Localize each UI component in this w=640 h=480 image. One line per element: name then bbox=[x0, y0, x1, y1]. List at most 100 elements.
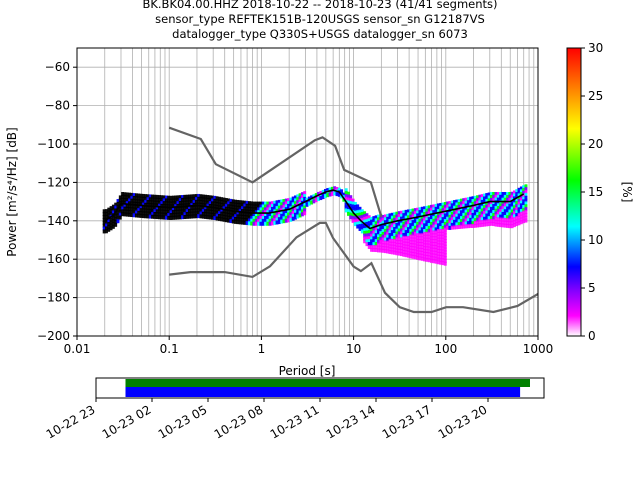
heatmap-cell bbox=[425, 243, 429, 248]
heatmap-cell bbox=[448, 214, 452, 219]
heatmap-cell bbox=[363, 219, 367, 224]
heatmap-cell bbox=[459, 221, 463, 226]
heatmap-cell bbox=[151, 208, 155, 213]
heatmap-cell bbox=[471, 221, 475, 226]
heatmap-cell bbox=[211, 207, 214, 212]
heatmap-cell bbox=[365, 221, 369, 226]
heatmap-cell bbox=[409, 228, 413, 233]
heatmap-cell bbox=[386, 225, 390, 230]
heatmap-cell bbox=[229, 219, 233, 224]
heatmap-cell bbox=[432, 247, 436, 252]
heatmap-cell bbox=[254, 210, 258, 215]
heatmap-cell bbox=[443, 213, 447, 218]
heatmap-cell bbox=[430, 213, 433, 218]
heatmap-cell bbox=[280, 199, 284, 204]
heatmap-cell bbox=[487, 222, 491, 227]
heatmap-cell bbox=[187, 206, 191, 211]
heatmap-cell bbox=[310, 197, 314, 202]
heatmap-cell bbox=[388, 221, 392, 226]
heatmap-cell bbox=[383, 214, 387, 219]
heatmap-cell bbox=[153, 206, 157, 211]
heatmap-cell bbox=[169, 195, 173, 200]
x-tick-label: 1000 bbox=[523, 342, 554, 356]
heatmap-cell bbox=[432, 233, 436, 238]
heatmap-cell bbox=[522, 185, 526, 190]
y-tick-label: −140 bbox=[37, 214, 70, 228]
heatmap-cell bbox=[473, 215, 477, 220]
heatmap-cell bbox=[347, 206, 350, 211]
heatmap-cell bbox=[287, 209, 291, 214]
heatmap-cell bbox=[506, 200, 509, 205]
heatmap-cell bbox=[162, 206, 166, 211]
heatmap-cell bbox=[400, 216, 403, 221]
heatmap-cell bbox=[370, 244, 373, 249]
heatmap-cell bbox=[367, 221, 371, 226]
heatmap-cell bbox=[277, 211, 281, 216]
heatmap-cell bbox=[524, 192, 528, 197]
heatmap-cell bbox=[411, 237, 415, 242]
heatmap-cell bbox=[457, 202, 461, 207]
heatmap-cell bbox=[430, 253, 433, 258]
heatmap-cell bbox=[187, 197, 191, 202]
heatmap-cell bbox=[453, 214, 456, 219]
heatmap-cell bbox=[413, 208, 417, 213]
heatmap-cell bbox=[125, 212, 129, 217]
heatmap-cell bbox=[123, 203, 127, 208]
heatmap-cell bbox=[185, 209, 189, 214]
heatmap-cell bbox=[241, 214, 244, 219]
heatmap-cell bbox=[238, 203, 242, 208]
heatmap-cell bbox=[494, 219, 498, 224]
heatmap-cell bbox=[128, 192, 131, 197]
heatmap-cell bbox=[125, 195, 129, 200]
heatmap-cell bbox=[141, 193, 145, 198]
heatmap-cell bbox=[427, 246, 431, 251]
heatmap-cell bbox=[280, 213, 284, 218]
heatmap-cell bbox=[261, 213, 265, 218]
heatmap-cell bbox=[174, 198, 178, 203]
heatmap-cell bbox=[397, 225, 401, 230]
heatmap-cell bbox=[427, 214, 431, 219]
heatmap-cell bbox=[441, 214, 445, 219]
heatmap-cell bbox=[416, 238, 420, 243]
heatmap-cell bbox=[107, 227, 111, 232]
heatmap-cell bbox=[512, 208, 516, 213]
heatmap-cell bbox=[109, 211, 113, 216]
heatmap-cell bbox=[132, 193, 136, 198]
heatmap-cell bbox=[411, 208, 415, 213]
heatmap-cell bbox=[519, 189, 523, 194]
heatmap-cell bbox=[284, 204, 288, 209]
heatmap-cell bbox=[427, 222, 431, 227]
heatmap-cell bbox=[167, 215, 171, 220]
heatmap-cell bbox=[238, 217, 242, 222]
heatmap-cell bbox=[503, 209, 507, 214]
heatmap-cell bbox=[439, 205, 443, 210]
heatmap-cell bbox=[351, 213, 355, 218]
heatmap-cell bbox=[167, 198, 171, 203]
heatmap-cell bbox=[351, 215, 355, 220]
heatmap-cell bbox=[257, 207, 261, 212]
heatmap-cell bbox=[296, 208, 300, 213]
heatmap-cell bbox=[494, 205, 498, 210]
heatmap-cell bbox=[153, 197, 157, 202]
heatmap-cell bbox=[111, 216, 115, 221]
heatmap-cell bbox=[441, 220, 445, 225]
heatmap-cell bbox=[506, 212, 509, 217]
heatmap-cell bbox=[169, 210, 173, 215]
heatmap-cell bbox=[517, 210, 521, 215]
heatmap-cell bbox=[489, 209, 493, 214]
heatmap-cell bbox=[390, 221, 394, 226]
heatmap-cell bbox=[289, 200, 293, 205]
heatmap-cell bbox=[337, 187, 341, 192]
heatmap-cell bbox=[439, 243, 443, 248]
heatmap-cell bbox=[446, 210, 450, 215]
heatmap-cell bbox=[107, 224, 111, 229]
heatmap-cell bbox=[499, 203, 503, 208]
heatmap-cell bbox=[282, 210, 286, 215]
heatmap-cell bbox=[123, 200, 127, 205]
heatmap-cell bbox=[367, 239, 371, 244]
heatmap-cell bbox=[432, 241, 436, 246]
heatmap-cell bbox=[257, 201, 261, 206]
heatmap-cell bbox=[319, 193, 323, 198]
heatmap-cell bbox=[413, 228, 417, 233]
heatmap-cell bbox=[441, 234, 445, 239]
